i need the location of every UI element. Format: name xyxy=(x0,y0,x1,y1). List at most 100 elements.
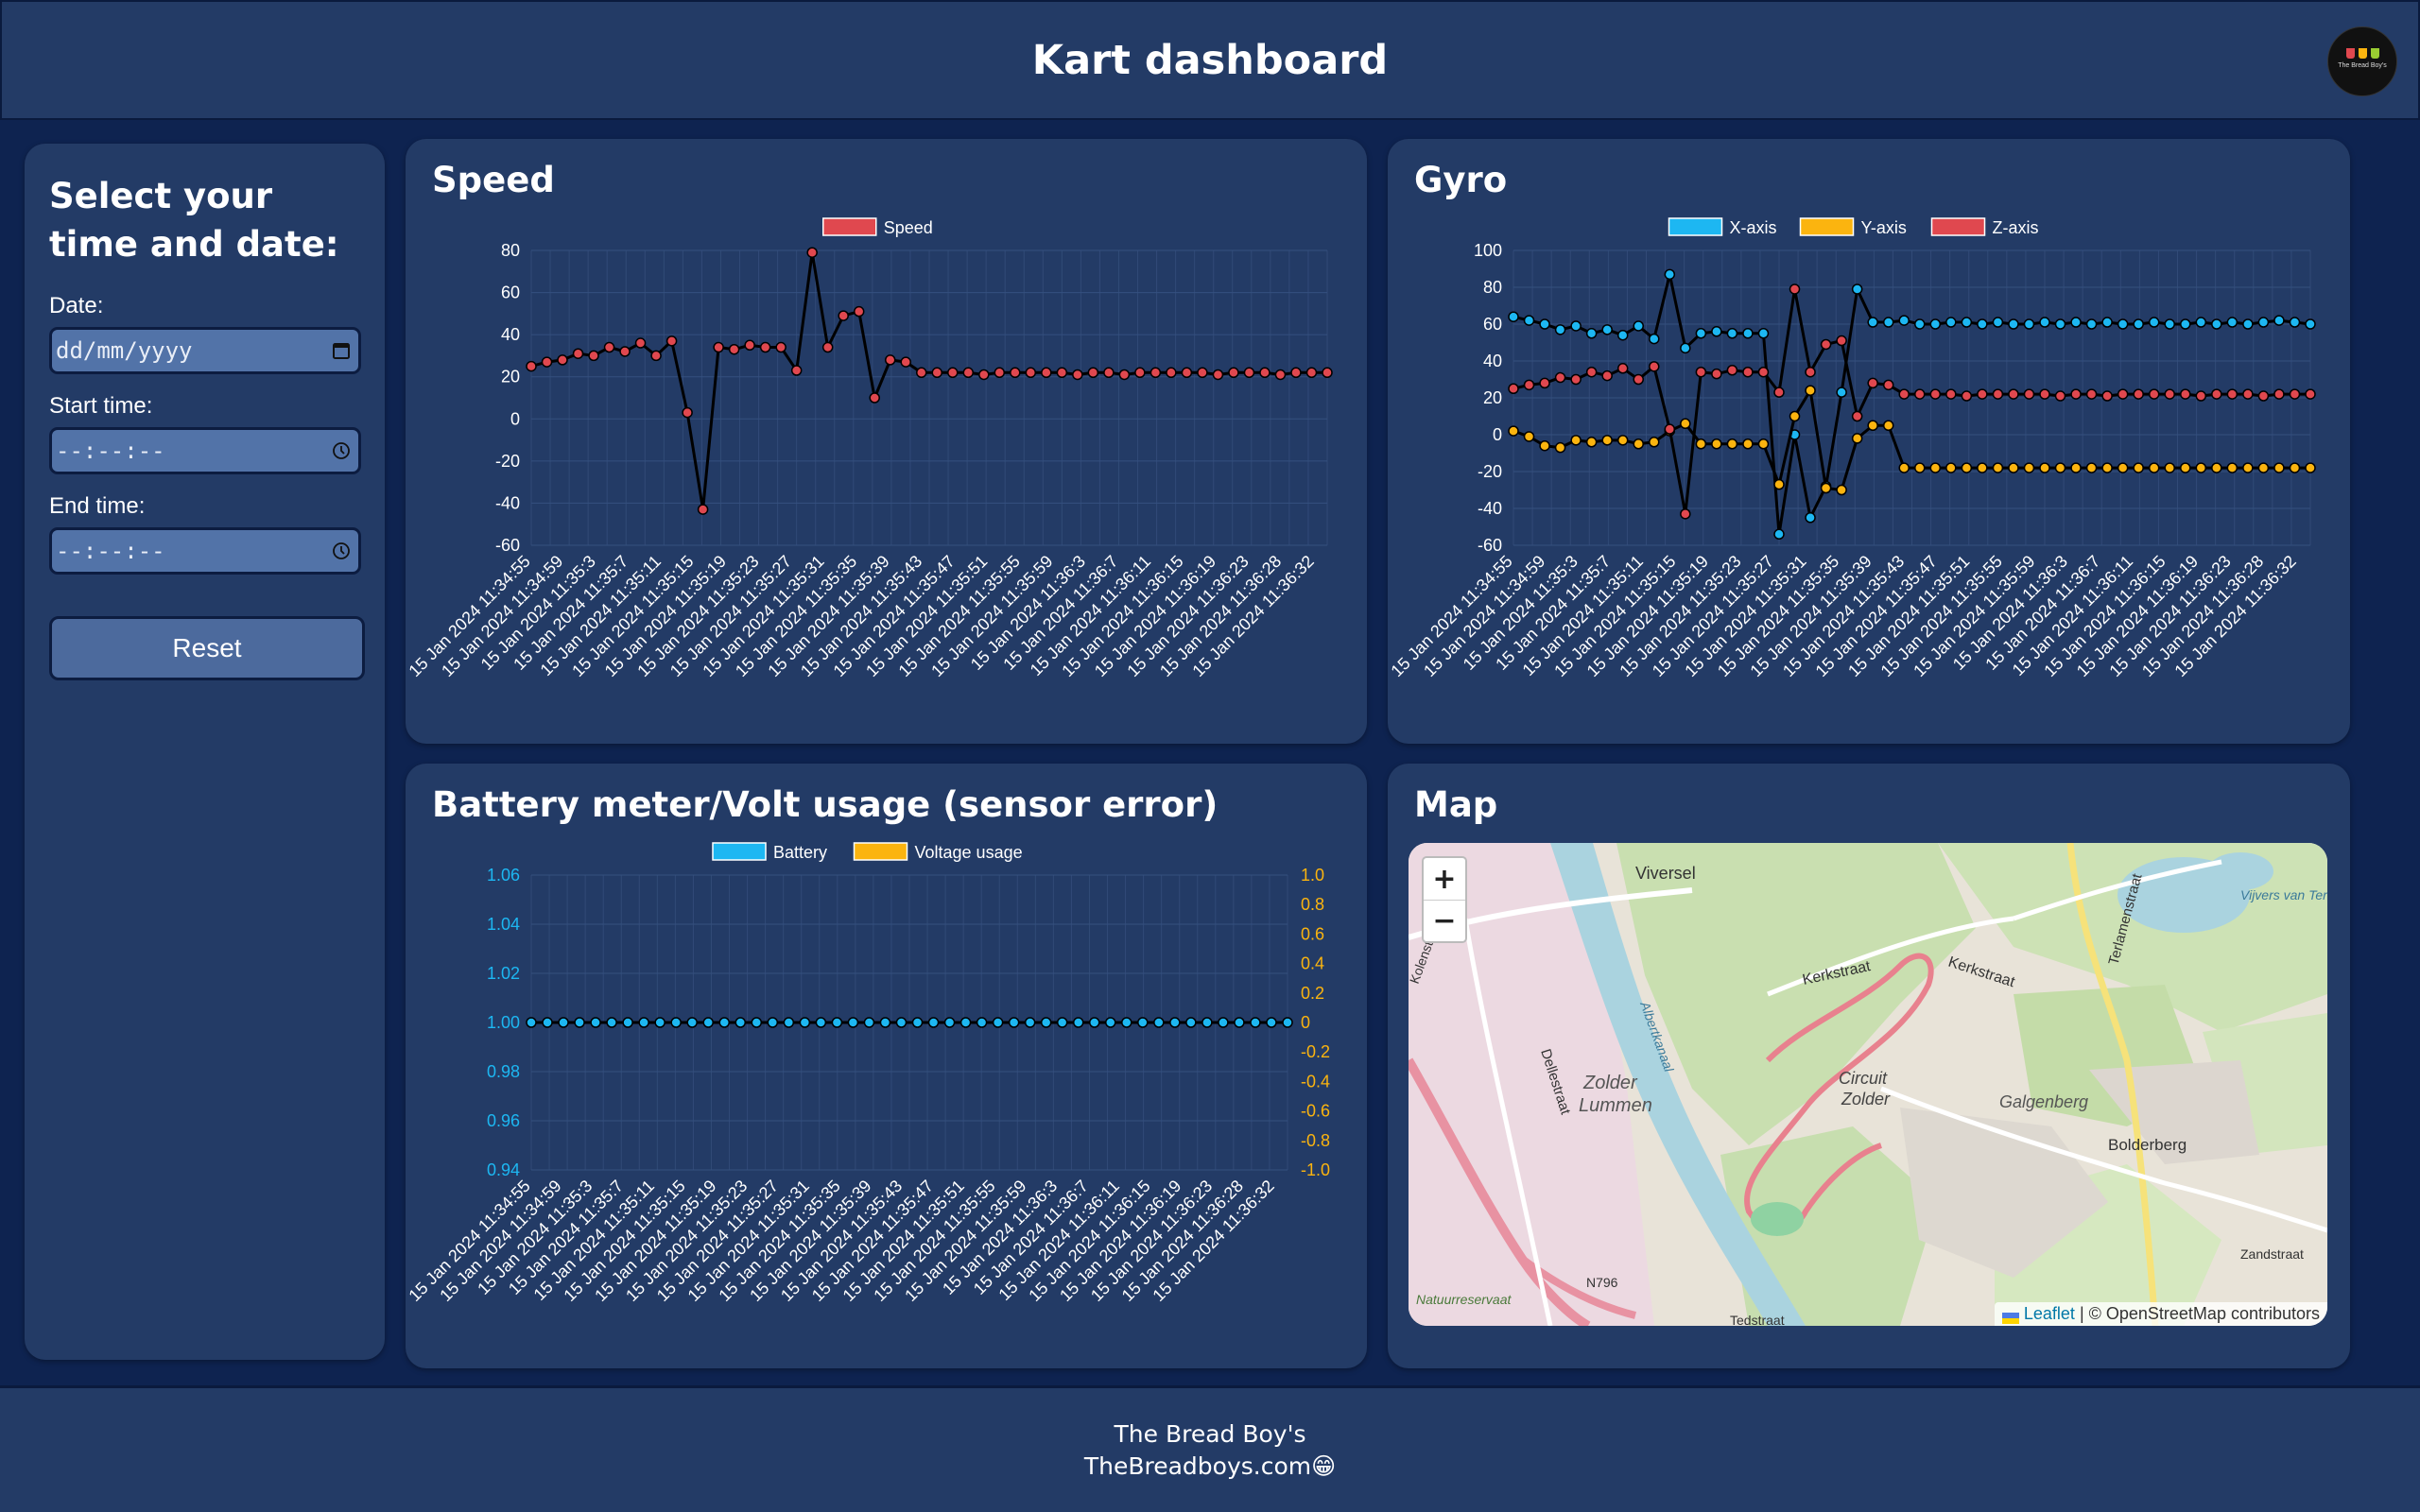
data-point xyxy=(790,365,803,376)
clock-icon[interactable] xyxy=(332,441,351,460)
data-point xyxy=(2305,318,2316,330)
data-point xyxy=(2148,317,2160,328)
data-point xyxy=(1040,1017,1052,1028)
data-point xyxy=(1234,1017,1245,1028)
data-point xyxy=(2257,462,2270,473)
data-point xyxy=(1508,383,1519,394)
y-tick-label: -20 xyxy=(495,452,520,471)
data-point xyxy=(1977,388,1988,400)
data-point xyxy=(1836,335,1847,347)
data-point xyxy=(1181,367,1193,379)
data-point xyxy=(2242,318,2254,330)
data-point xyxy=(1259,367,1270,379)
map-label: Bolderberg xyxy=(2108,1136,2187,1154)
clock-icon[interactable] xyxy=(332,541,351,560)
data-point xyxy=(847,1017,859,1028)
data-point xyxy=(1056,1017,1068,1028)
y-tick-label: 20 xyxy=(1483,388,1502,407)
data-point xyxy=(2039,462,2050,473)
data-point xyxy=(1539,439,1550,452)
data-point xyxy=(767,1017,779,1028)
map-card: Map + − xyxy=(1388,764,2350,1368)
start-time-input[interactable]: --:--:-- xyxy=(49,427,361,474)
y-tick-label: 20 xyxy=(501,368,520,387)
data-point xyxy=(1008,1017,1020,1028)
data-point xyxy=(1961,390,1973,402)
footer: The Bread Boy's TheBreadboys.com😁 xyxy=(0,1385,2420,1512)
data-point xyxy=(1601,369,1613,382)
data-point xyxy=(1945,317,1957,328)
map-label: Vijvers van Terlamen xyxy=(2240,887,2327,902)
map-title: Map xyxy=(1414,784,1498,825)
y2-tick-label: -0.4 xyxy=(1301,1072,1330,1091)
data-point xyxy=(2211,462,2222,473)
data-point xyxy=(1025,367,1037,379)
y-tick-label: 40 xyxy=(501,325,520,344)
data-point xyxy=(2257,317,2270,328)
speed-card: Speed 80 60 40 20 0 -20 -40 -60 15 Jan 2024 11:3… xyxy=(406,139,1367,744)
data-point xyxy=(1882,379,1894,391)
y-tick-label: -60 xyxy=(495,536,520,555)
data-point xyxy=(2195,317,2207,328)
data-point xyxy=(2242,388,2254,400)
data-point xyxy=(2226,462,2238,473)
data-point xyxy=(2180,318,2191,330)
data-point xyxy=(1185,1017,1197,1028)
y2-tick-label: 0.4 xyxy=(1301,954,1324,973)
data-point xyxy=(682,406,693,419)
data-point xyxy=(1695,328,1707,339)
map-label: Zolder xyxy=(1841,1090,1891,1108)
data-point xyxy=(863,1017,875,1028)
data-point xyxy=(959,1017,972,1028)
data-point xyxy=(1742,366,1754,378)
data-point xyxy=(947,367,959,379)
data-point xyxy=(1585,328,1598,339)
y-tick-label: -60 xyxy=(1478,536,1502,555)
data-point xyxy=(718,1017,731,1028)
calendar-icon[interactable] xyxy=(332,341,351,360)
end-time-input[interactable]: --:--:-- xyxy=(49,527,361,575)
data-point xyxy=(666,335,678,347)
y2-tick-label: 0.8 xyxy=(1301,895,1324,914)
data-point xyxy=(1539,318,1550,330)
legend-label: Battery xyxy=(773,843,827,862)
data-point xyxy=(2008,318,2019,330)
data-point xyxy=(1898,462,1910,473)
zoom-in-button[interactable]: + xyxy=(1432,862,1457,896)
data-point xyxy=(542,1017,553,1028)
data-point xyxy=(1153,1017,1165,1028)
data-point xyxy=(1633,373,1644,386)
y-tick-label: 1.06 xyxy=(487,866,520,885)
data-point xyxy=(1137,1017,1149,1028)
zoom-out-button[interactable]: − xyxy=(1424,900,1465,941)
data-point xyxy=(606,1017,617,1028)
data-point xyxy=(1523,431,1535,442)
y-tick-label: 0 xyxy=(510,409,520,428)
y-tick-label: 1.04 xyxy=(487,915,520,934)
data-point xyxy=(2289,388,2301,400)
data-point xyxy=(992,1017,1004,1028)
data-point xyxy=(1820,338,1832,351)
reset-button[interactable]: Reset xyxy=(49,616,365,680)
leaflet-link[interactable]: Leaflet xyxy=(2023,1304,2075,1323)
data-point xyxy=(869,392,880,404)
map-view[interactable]: + − xyxy=(1409,843,2327,1326)
data-point xyxy=(2085,318,2098,330)
data-point xyxy=(1992,388,2004,400)
data-point xyxy=(728,343,740,355)
data-point xyxy=(697,504,709,515)
data-point xyxy=(686,1017,698,1028)
data-point xyxy=(838,310,849,321)
y-tick-label: 1.02 xyxy=(487,964,520,983)
data-point xyxy=(744,339,755,352)
data-point xyxy=(2054,318,2066,330)
data-point xyxy=(1010,367,1021,379)
data-point xyxy=(994,367,1006,379)
data-point xyxy=(2070,462,2082,473)
date-label: Date: xyxy=(49,293,104,318)
date-input[interactable]: dd/mm/yyyy xyxy=(49,327,361,374)
data-point xyxy=(2054,462,2066,473)
gyro-card: Gyro 100 80 60 40 20 0 -20 -40 -60 15 Jan 2024 11… xyxy=(1388,139,2350,744)
data-point xyxy=(1867,377,1878,389)
data-point xyxy=(1882,317,1894,328)
